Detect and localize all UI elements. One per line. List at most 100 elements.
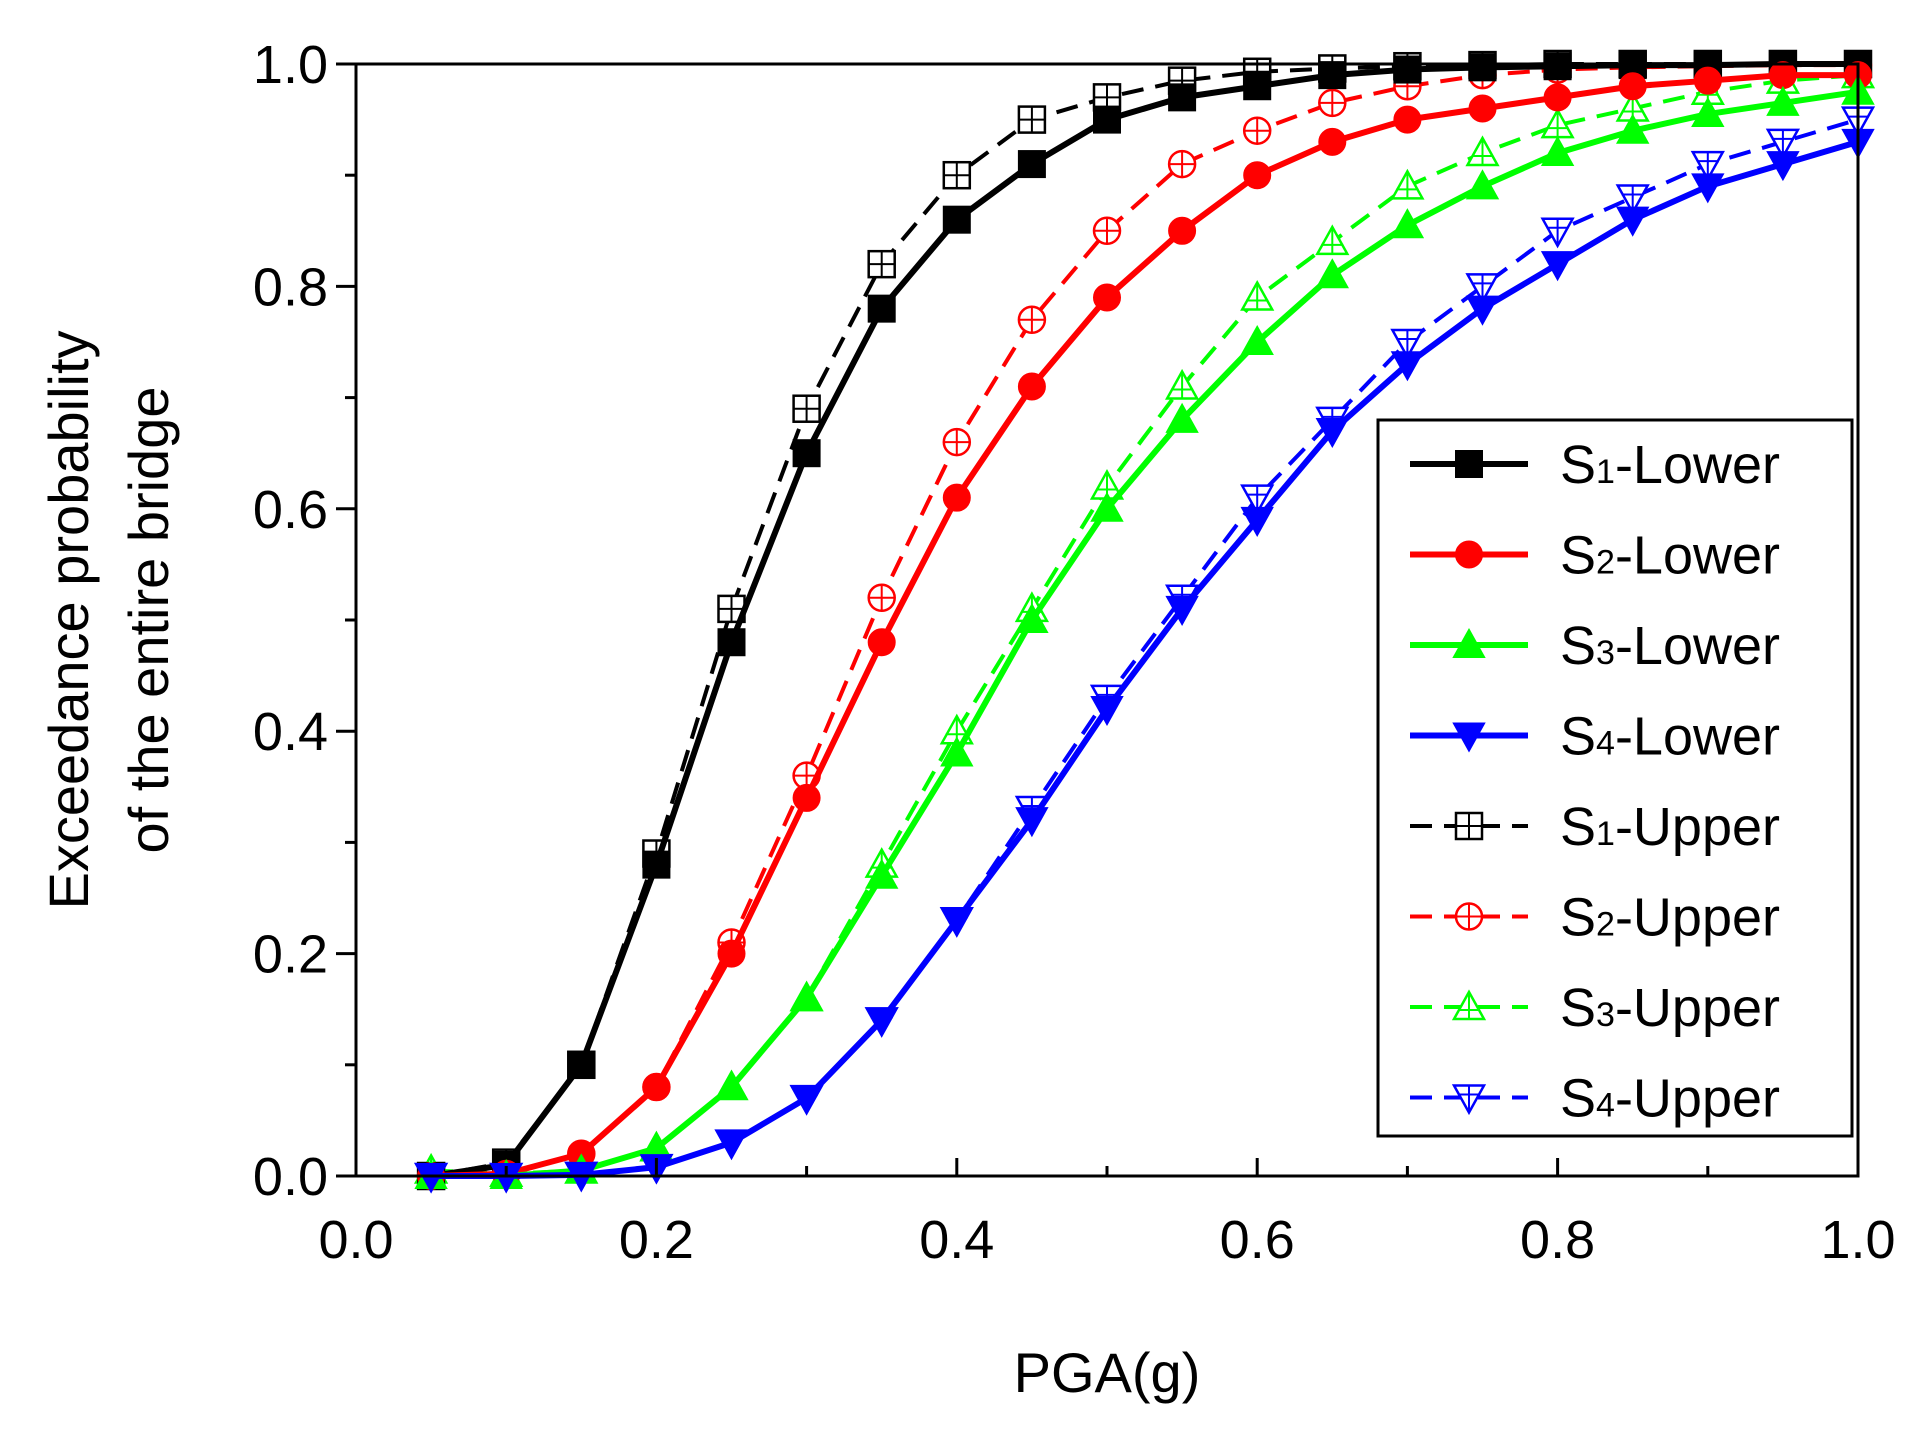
- data-point: [1240, 279, 1275, 311]
- data-point: [1616, 113, 1650, 144]
- data-point: [940, 907, 974, 938]
- data-point: [1168, 216, 1197, 245]
- series-s3-lower: [414, 74, 1875, 1189]
- x-axis: 0.0 0.2 0.4 0.6 0.8 1.0: [318, 1158, 1896, 1270]
- data-point: [1452, 722, 1486, 753]
- data-point: [717, 628, 746, 657]
- data-point: [867, 583, 896, 613]
- data-point: [1691, 173, 1725, 204]
- data-point: [792, 394, 821, 423]
- data-point: [1451, 1084, 1487, 1116]
- data-point: [717, 939, 746, 968]
- legend-label: S2-Upper: [1560, 888, 1780, 948]
- legend-item-s4-lower: S4-Lower: [1410, 707, 1780, 767]
- legend-label-sub: 4: [1596, 725, 1615, 763]
- data-point: [792, 783, 821, 812]
- y-tick-label: 0.6: [253, 480, 328, 540]
- legend-label-sub: 1: [1596, 453, 1615, 491]
- data-point: [1540, 135, 1575, 166]
- legend-label-sub: 4: [1596, 1087, 1615, 1125]
- data-point: [1452, 627, 1486, 658]
- legend-label-sub: 1: [1596, 815, 1615, 853]
- data-point: [792, 439, 821, 468]
- legend-label-rest: -Lower: [1615, 707, 1780, 767]
- y-axis-title-line-1: Exceedance probability: [37, 330, 100, 909]
- data-point: [1393, 105, 1422, 134]
- data-point: [1540, 251, 1575, 282]
- data-point: [1465, 135, 1500, 167]
- legend-item-s4-upper: S4-Upper: [1410, 1069, 1780, 1129]
- data-point: [1315, 258, 1349, 289]
- legend-item-s3-lower: S3-Lower: [1410, 616, 1780, 676]
- legend-item-s1-upper: S1-Upper: [1410, 797, 1780, 857]
- data-point: [1455, 450, 1483, 478]
- data-point: [1451, 989, 1487, 1021]
- x-axis-title: PGA(g): [1014, 1341, 1201, 1404]
- data-point: [1090, 491, 1124, 522]
- legend-label-sub: 2: [1596, 906, 1615, 944]
- data-point: [1165, 402, 1199, 433]
- legend-label-sub: 3: [1596, 634, 1615, 672]
- series-s4-lower: [414, 128, 1875, 1194]
- series-line: [431, 88, 1859, 1179]
- legend-label-sub: 2: [1596, 544, 1615, 582]
- data-point: [865, 1007, 899, 1038]
- data-point: [1090, 695, 1124, 727]
- data-point: [1693, 66, 1722, 95]
- data-point: [1318, 61, 1347, 90]
- data-point: [940, 736, 974, 767]
- y-tick-label: 0.2: [253, 925, 328, 985]
- data-point: [1240, 324, 1274, 355]
- series-line: [431, 138, 1859, 1179]
- y-tick-label: 0.4: [253, 702, 328, 762]
- legend-label-sub: 3: [1596, 996, 1615, 1034]
- data-point: [1768, 61, 1797, 90]
- data-point: [867, 628, 896, 657]
- data-point: [865, 858, 899, 889]
- data-point: [1390, 208, 1425, 239]
- data-point: [942, 483, 971, 512]
- legend-label-main: S: [1560, 978, 1596, 1038]
- data-point: [1242, 116, 1272, 145]
- legend-item-s2-lower: S2-Lower: [1410, 526, 1780, 586]
- x-tick-label: 0.2: [619, 1210, 694, 1270]
- data-point: [942, 205, 971, 234]
- data-point: [1468, 53, 1497, 82]
- data-point: [642, 1073, 671, 1102]
- legend-label: S4-Upper: [1560, 1069, 1780, 1129]
- legend: S1-LowerS2-LowerS3-LowerS4-LowerS1-Upper…: [1376, 418, 1854, 1138]
- data-point: [1615, 184, 1650, 216]
- y-axis-title-line-2: of the entire bridge: [117, 387, 180, 854]
- legend-label-rest: -Lower: [1615, 526, 1780, 586]
- data-point: [642, 850, 671, 879]
- data-point: [1465, 273, 1500, 304]
- data-point: [1543, 52, 1572, 81]
- y-tick-label: 1.0: [253, 35, 328, 95]
- x-tick-label: 0.0: [318, 1210, 393, 1270]
- data-point: [1318, 88, 1347, 118]
- x-tick-label: 1.0: [1820, 1210, 1895, 1270]
- data-point: [1318, 127, 1347, 156]
- legend-label-rest: -Upper: [1615, 978, 1780, 1038]
- legend-label-rest: -Lower: [1615, 435, 1780, 495]
- data-point: [1165, 595, 1199, 626]
- data-point: [1315, 417, 1349, 449]
- data-point: [1618, 72, 1647, 101]
- legend-label-main: S: [1560, 616, 1596, 676]
- legend-label: S3-Lower: [1560, 616, 1780, 676]
- data-point: [1393, 55, 1422, 84]
- data-point: [1766, 85, 1800, 116]
- x-tick-label: 0.6: [1220, 1210, 1295, 1270]
- data-point: [1015, 807, 1049, 838]
- legend-label-main: S: [1560, 526, 1596, 586]
- legend-label-main: S: [1560, 1069, 1596, 1129]
- data-point: [1468, 94, 1497, 123]
- x-tick-label: 0.8: [1520, 1210, 1595, 1270]
- y-tick-label: 0.8: [253, 257, 328, 317]
- data-point: [1167, 149, 1197, 179]
- data-point: [1690, 150, 1725, 182]
- data-point: [1543, 83, 1572, 112]
- legend-label: S4-Lower: [1560, 707, 1780, 767]
- data-point: [1390, 168, 1425, 200]
